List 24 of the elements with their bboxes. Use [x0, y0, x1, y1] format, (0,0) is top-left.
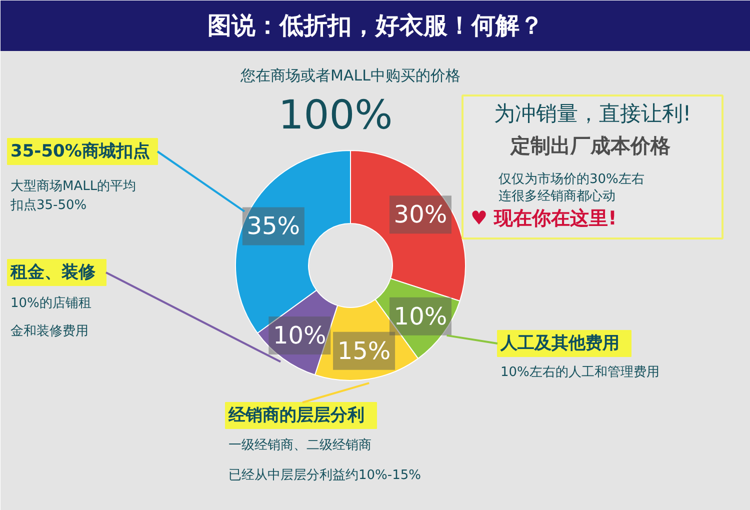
chart-title: 图说：低折扣，好衣服！何解？: [208, 12, 544, 40]
text: 您在商场或者MALL中购买的价格: [240, 66, 460, 84]
data-label: 10%: [272, 321, 326, 350]
text: 100%: [278, 92, 393, 138]
slice-label: 35-50%商城扣点: [10, 142, 150, 162]
text: 连很多经销商都心动: [498, 188, 616, 204]
slice-label: 定制出厂成本价格: [510, 134, 672, 158]
data-label: 30%: [394, 200, 448, 229]
text: 为冲销量，直接让利!: [494, 102, 692, 126]
text: 10%的店铺租: [10, 295, 92, 311]
text: 仅仅为市场价的30%左右: [498, 172, 644, 187]
text: ♥ 现在你在这里!: [470, 208, 617, 230]
data-label: 10%: [394, 302, 448, 330]
data-label: 15%: [337, 336, 391, 365]
data-label: 35%: [246, 212, 300, 240]
text: 扣点35-50%: [10, 198, 87, 213]
slice-label: 租金、装修: [10, 262, 96, 282]
text: 已经从中层层分利益约10%-15%: [228, 468, 421, 483]
slice-label: 经销商的层层分利: [228, 406, 364, 426]
text: 大型商场MALL的平均: [10, 179, 136, 194]
text: 一级经销商、二级经销商: [228, 438, 372, 453]
text: 金和装修费用: [10, 324, 88, 339]
slice-label: 人工及其他费用: [500, 334, 620, 354]
text: 10%左右的人工和管理费用: [500, 365, 660, 380]
